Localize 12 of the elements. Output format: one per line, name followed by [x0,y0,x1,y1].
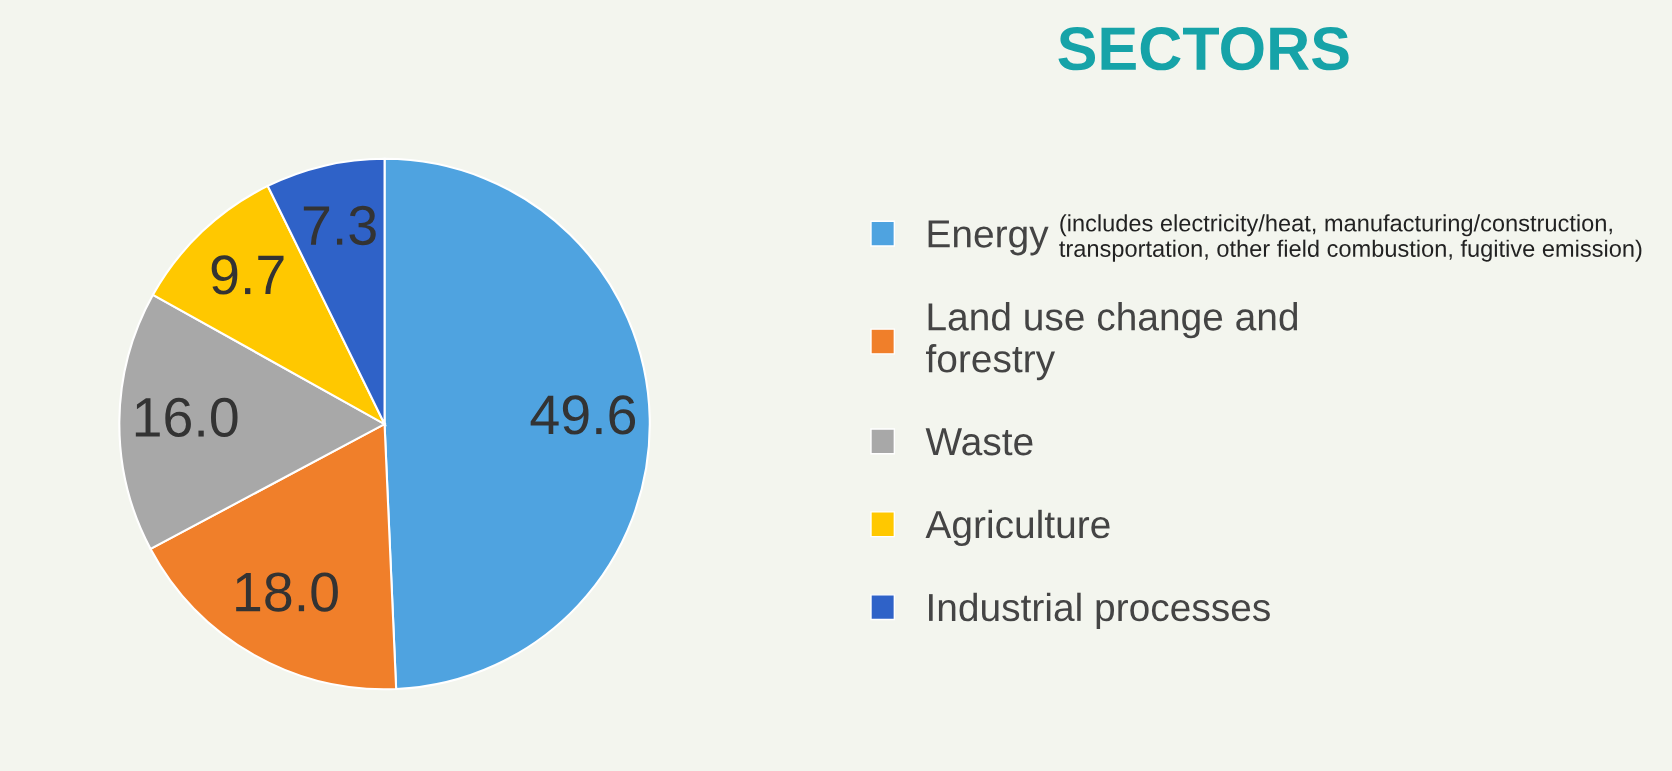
legend-label: Land use change and forestry [926,302,1298,381]
legend-label: Agriculture [925,509,1110,547]
legend-label: Industrial processes [929,592,1270,629]
legend-label: Waste [925,428,1033,456]
legend-label: Energy [928,220,1049,256]
data-label: 9.7 [211,255,284,295]
data-label: 49.6 [530,395,636,435]
data-label: 7.3 [303,205,376,246]
data-label: 16.0 [135,397,238,438]
data-label: 18.0 [236,572,338,612]
chart-title: SECTORS [1058,27,1349,71]
text: (includes electricity/heat, manufacturing/construction, transportation, other field combustion, fugitive emission) [1059,214,1642,262]
